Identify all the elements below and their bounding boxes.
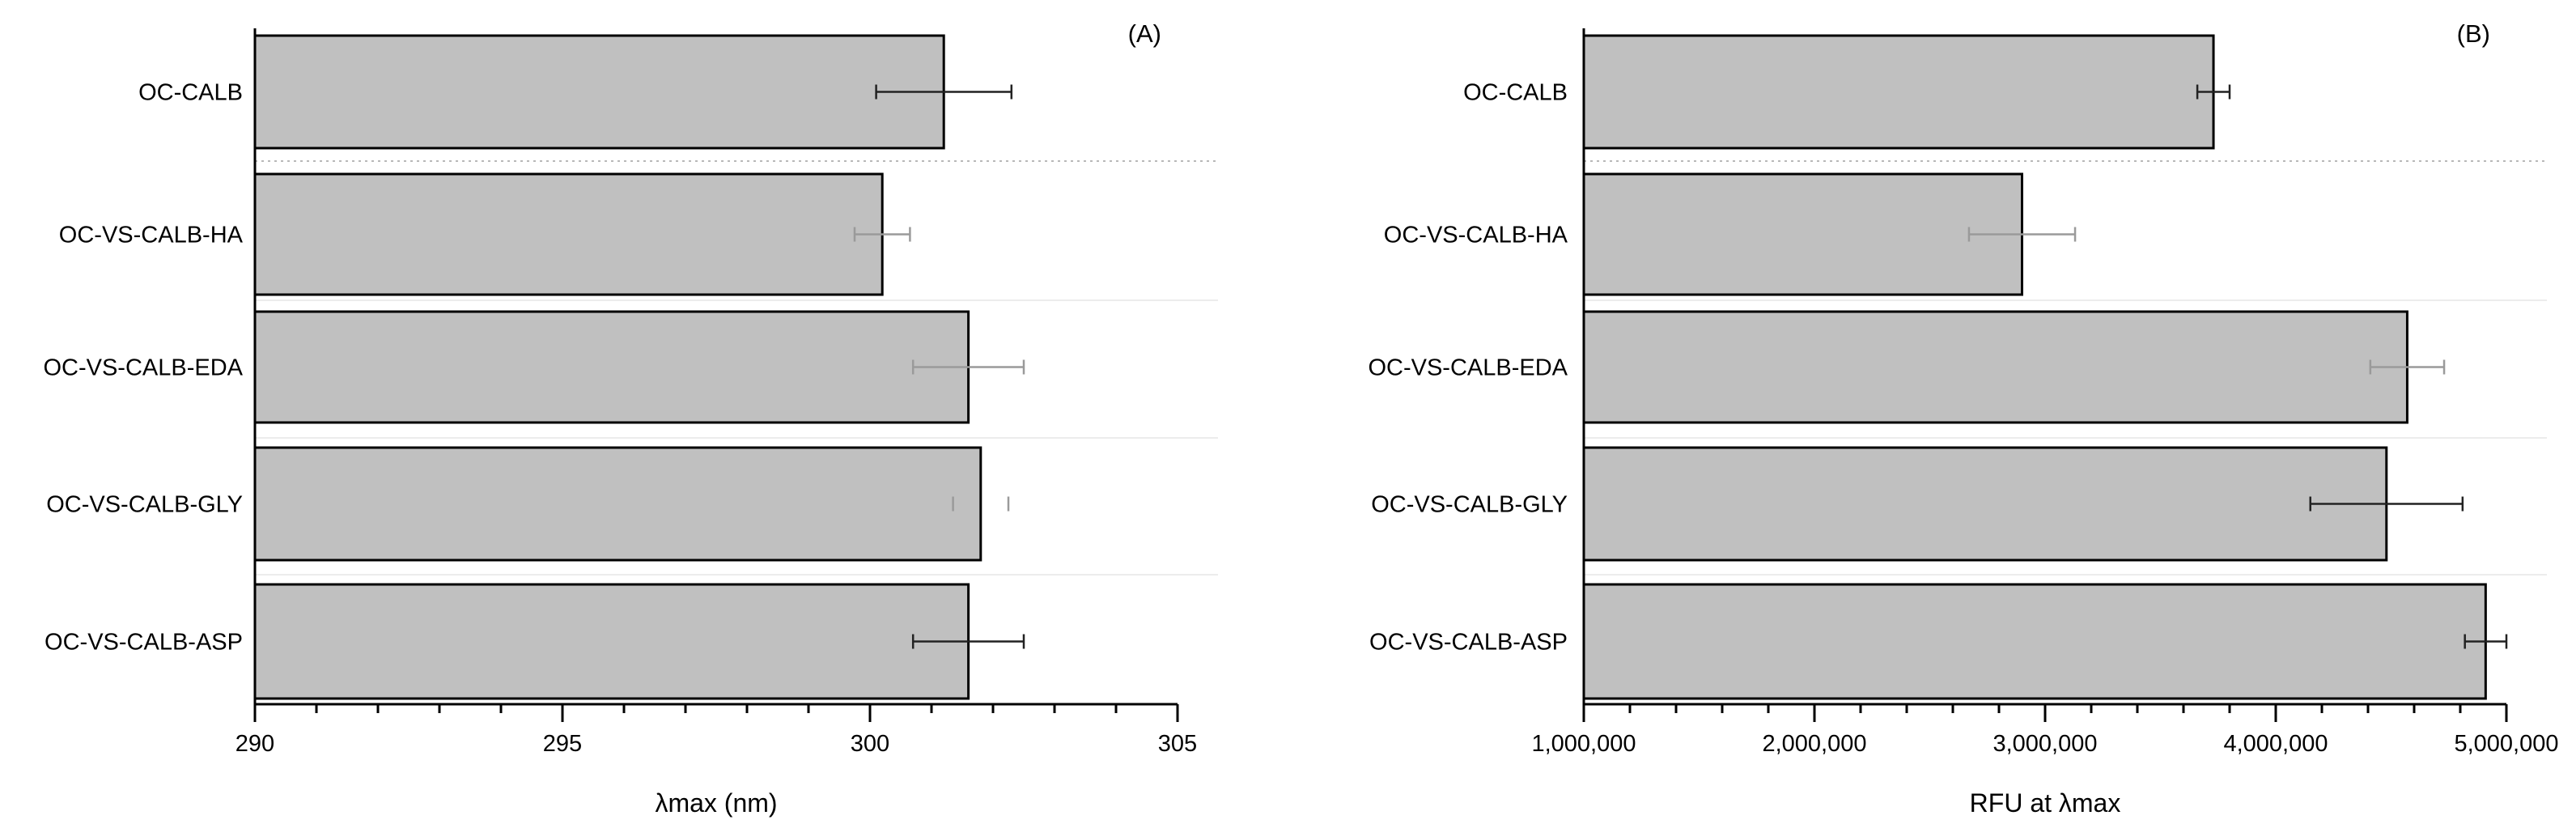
chart-panel-a: OC-CALB OC-VS-CALB-HA OC-VS-CALB-EDA OC-VS-…: [43, 19, 1218, 818]
bar: [1582, 310, 2408, 424]
category-label: OC-VS-CALB-EDA: [1368, 355, 1568, 381]
bar: [253, 172, 884, 296]
tick-label: 2,000,000: [1762, 731, 1866, 757]
category-label: OC-VS-CALB-HA: [1384, 223, 1568, 248]
bar: [1582, 172, 2023, 296]
x-axis-title: λmax (nm): [655, 788, 777, 818]
bar: [253, 310, 970, 424]
bar: [253, 34, 945, 150]
category-label: OC-CALB: [138, 80, 243, 106]
category-label: OC-VS-CALB-GLY: [46, 492, 243, 518]
category-label: OC-CALB: [1463, 80, 1568, 106]
tick-label: 300: [851, 731, 889, 757]
panel-label: (B): [2457, 19, 2490, 48]
bar: [1582, 34, 2215, 150]
tick-label: 305: [1158, 731, 1197, 757]
bar: [253, 583, 970, 700]
tick-label: 3,000,000: [1992, 731, 2097, 757]
bar: [1582, 446, 2388, 562]
category-label: OC-VS-CALB-EDA: [43, 355, 243, 381]
bar: [253, 446, 982, 562]
panel-label: (A): [1128, 19, 1161, 48]
x-axis-title: RFU at λmax: [1970, 788, 2121, 818]
category-label: OC-VS-CALB-HA: [59, 223, 244, 248]
category-label: OC-VS-CALB-GLY: [1371, 492, 1568, 518]
tick-label: 295: [543, 731, 582, 757]
chart-panel-b: OC-CALB OC-VS-CALB-HA OC-VS-CALB-EDA OC-VS-…: [1368, 19, 2558, 818]
category-label: OC-VS-CALB-ASP: [1369, 630, 1568, 656]
tick-label: 1,000,000: [1531, 731, 1636, 757]
tick-label: 290: [236, 731, 274, 757]
category-label: OC-VS-CALB-ASP: [45, 630, 243, 656]
tick-label: 5,000,000: [2454, 731, 2558, 757]
bar: [1582, 583, 2487, 700]
tick-label: 4,000,000: [2223, 731, 2328, 757]
